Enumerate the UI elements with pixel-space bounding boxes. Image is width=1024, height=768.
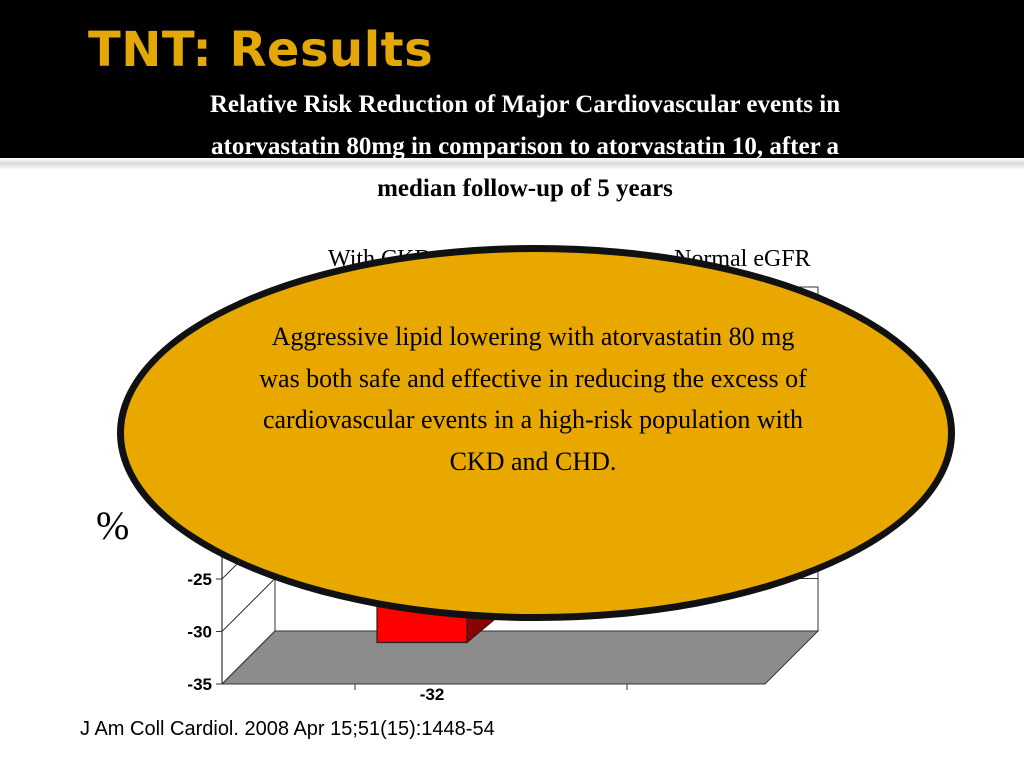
subtitle-line-2: atorvastatin 80mg in comparison to atorv… (211, 133, 839, 160)
chart-floor (220, 630, 820, 685)
slide-title: TNT: Results (88, 22, 434, 78)
data-label-0: -32 (420, 685, 445, 704)
slide-subtitle: Relative Risk Reduction of Major Cardiov… (60, 84, 990, 210)
citation: J Am Coll Cardiol. 2008 Apr 15;51(15):14… (80, 718, 495, 740)
callout-text: Aggressive lipid lowering with atorvasta… (259, 322, 807, 476)
header-divider (0, 158, 1024, 170)
y-tick-label-1: -30 (187, 623, 212, 642)
y-tick-label-2: -35 (187, 675, 212, 694)
slide-header (0, 0, 1024, 158)
subtitle-line-3: median follow-up of 5 years (377, 175, 673, 202)
gridline-side-1 (221, 578, 276, 632)
y-tick-label-0: -25 (187, 570, 212, 589)
subtitle-line-1: Relative Risk Reduction of Major Cardiov… (209, 91, 841, 118)
y-axis-unit: % (96, 503, 130, 548)
callout-ellipse (117, 245, 955, 621)
